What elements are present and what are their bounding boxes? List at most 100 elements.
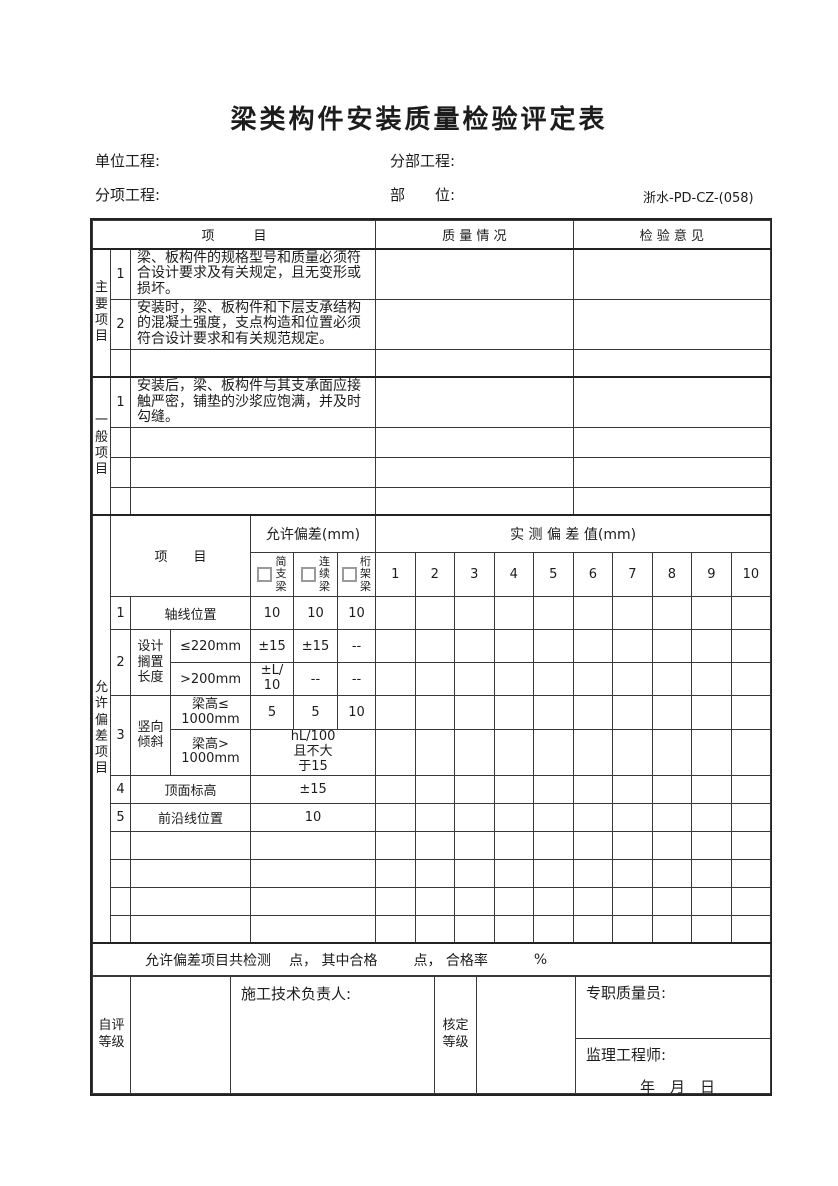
measured-value-cell[interactable]: [691, 914, 732, 944]
allowed-value-blank[interactable]: [249, 914, 377, 944]
supervisor-sign-cell[interactable]: 监理工程师:: [586, 1045, 667, 1064]
deviation-row-number-blank[interactable]: [110, 914, 131, 944]
measured-value-cell[interactable]: [493, 802, 535, 832]
measured-value-cell[interactable]: [691, 729, 732, 776]
measured-value-cell[interactable]: [375, 802, 416, 832]
measured-value-cell[interactable]: [651, 662, 693, 697]
inspection-opinion-cell[interactable]: [572, 427, 772, 459]
measured-value-cell[interactable]: [493, 914, 535, 944]
measured-value-cell[interactable]: [493, 858, 535, 888]
verify-grade-value-cell[interactable]: [476, 975, 576, 1094]
measured-value-cell[interactable]: [730, 774, 772, 804]
measured-value-cell[interactable]: [651, 830, 693, 860]
measured-value-cell[interactable]: [454, 830, 495, 860]
measured-value-cell[interactable]: [691, 886, 732, 916]
measured-value-cell[interactable]: [730, 662, 772, 697]
quality-status-cell[interactable]: [375, 348, 574, 378]
quality-status-cell[interactable]: [375, 248, 574, 300]
measured-value-cell[interactable]: [612, 774, 653, 804]
measured-value-cell[interactable]: [572, 596, 614, 631]
measured-value-cell[interactable]: [730, 729, 772, 776]
measured-value-cell[interactable]: [612, 629, 653, 664]
measured-value-cell[interactable]: [691, 858, 732, 888]
measured-value-cell[interactable]: [612, 662, 653, 697]
measured-value-cell[interactable]: [533, 914, 574, 944]
measured-value-cell[interactable]: [493, 629, 535, 664]
measured-value-cell[interactable]: [454, 886, 495, 916]
allowed-value-blank[interactable]: [249, 886, 377, 916]
beam-type-checkbox[interactable]: [341, 567, 357, 583]
measured-value-cell[interactable]: [572, 629, 614, 664]
measured-value-cell[interactable]: [375, 858, 416, 888]
measured-value-cell[interactable]: [612, 830, 653, 860]
inspection-opinion-cell[interactable]: [572, 298, 772, 350]
measured-value-cell[interactable]: [493, 774, 535, 804]
self-grade-value-cell[interactable]: [130, 975, 231, 1094]
measured-value-cell[interactable]: [533, 774, 574, 804]
measured-value-cell[interactable]: [572, 886, 614, 916]
tech-lead-sign-cell[interactable]: 施工技术负责人:: [230, 975, 435, 1094]
deviation-row-number-blank[interactable]: [110, 858, 131, 888]
measured-value-cell[interactable]: [533, 729, 574, 776]
measured-value-cell[interactable]: [651, 774, 693, 804]
measured-value-cell[interactable]: [375, 886, 416, 916]
measured-value-cell[interactable]: [572, 729, 614, 776]
measured-value-cell[interactable]: [454, 662, 495, 697]
measured-value-cell[interactable]: [454, 695, 495, 731]
measured-value-cell[interactable]: [691, 774, 732, 804]
measured-value-cell[interactable]: [730, 596, 772, 631]
item-requirement-blank[interactable]: [129, 348, 377, 378]
quality-status-cell[interactable]: [375, 457, 574, 489]
measured-value-cell[interactable]: [375, 662, 416, 697]
measured-value-cell[interactable]: [493, 729, 535, 776]
measured-value-cell[interactable]: [414, 830, 456, 860]
measured-value-cell[interactable]: [533, 802, 574, 832]
item-requirement-blank[interactable]: [129, 487, 377, 516]
measured-value-cell[interactable]: [612, 858, 653, 888]
measured-value-cell[interactable]: [493, 596, 535, 631]
measured-value-cell[interactable]: [612, 729, 653, 776]
deviation-row-number-blank[interactable]: [110, 830, 131, 860]
beam-type-checkbox[interactable]: [300, 567, 316, 583]
measured-value-cell[interactable]: [454, 596, 495, 631]
quality-status-cell[interactable]: [375, 376, 574, 429]
measured-value-cell[interactable]: [493, 886, 535, 916]
measured-value-cell[interactable]: [414, 662, 456, 697]
measured-value-cell[interactable]: [414, 886, 456, 916]
measured-value-cell[interactable]: [533, 596, 574, 631]
item-number-blank[interactable]: [110, 427, 131, 459]
measured-value-cell[interactable]: [612, 886, 653, 916]
measured-value-cell[interactable]: [533, 886, 574, 916]
inspection-opinion-cell[interactable]: [572, 248, 772, 300]
measured-value-cell[interactable]: [730, 830, 772, 860]
measured-value-cell[interactable]: [572, 914, 614, 944]
item-number-blank[interactable]: [110, 487, 131, 516]
measured-value-cell[interactable]: [651, 914, 693, 944]
inspection-opinion-cell[interactable]: [572, 348, 772, 378]
measured-value-cell[interactable]: [454, 802, 495, 832]
measured-value-cell[interactable]: [651, 886, 693, 916]
measured-value-cell[interactable]: [691, 629, 732, 664]
measured-value-cell[interactable]: [414, 774, 456, 804]
measured-value-cell[interactable]: [691, 802, 732, 832]
measured-value-cell[interactable]: [533, 830, 574, 860]
measured-value-cell[interactable]: [691, 830, 732, 860]
measured-value-cell[interactable]: [454, 629, 495, 664]
measured-value-cell[interactable]: [414, 629, 456, 664]
allowed-value-blank[interactable]: [249, 830, 377, 860]
measured-value-cell[interactable]: [651, 729, 693, 776]
item-number-blank[interactable]: [110, 457, 131, 489]
deviation-item-name-blank[interactable]: [130, 830, 251, 860]
measured-value-cell[interactable]: [375, 596, 416, 631]
measured-value-cell[interactable]: [375, 830, 416, 860]
item-requirement-blank[interactable]: [129, 427, 377, 459]
measured-value-cell[interactable]: [612, 914, 653, 944]
measured-value-cell[interactable]: [691, 662, 732, 697]
measured-value-cell[interactable]: [375, 774, 416, 804]
measured-value-cell[interactable]: [414, 729, 456, 776]
deviation-item-name-blank[interactable]: [130, 858, 251, 888]
measured-value-cell[interactable]: [572, 774, 614, 804]
measured-value-cell[interactable]: [730, 802, 772, 832]
measured-value-cell[interactable]: [651, 695, 693, 731]
measured-value-cell[interactable]: [730, 886, 772, 916]
